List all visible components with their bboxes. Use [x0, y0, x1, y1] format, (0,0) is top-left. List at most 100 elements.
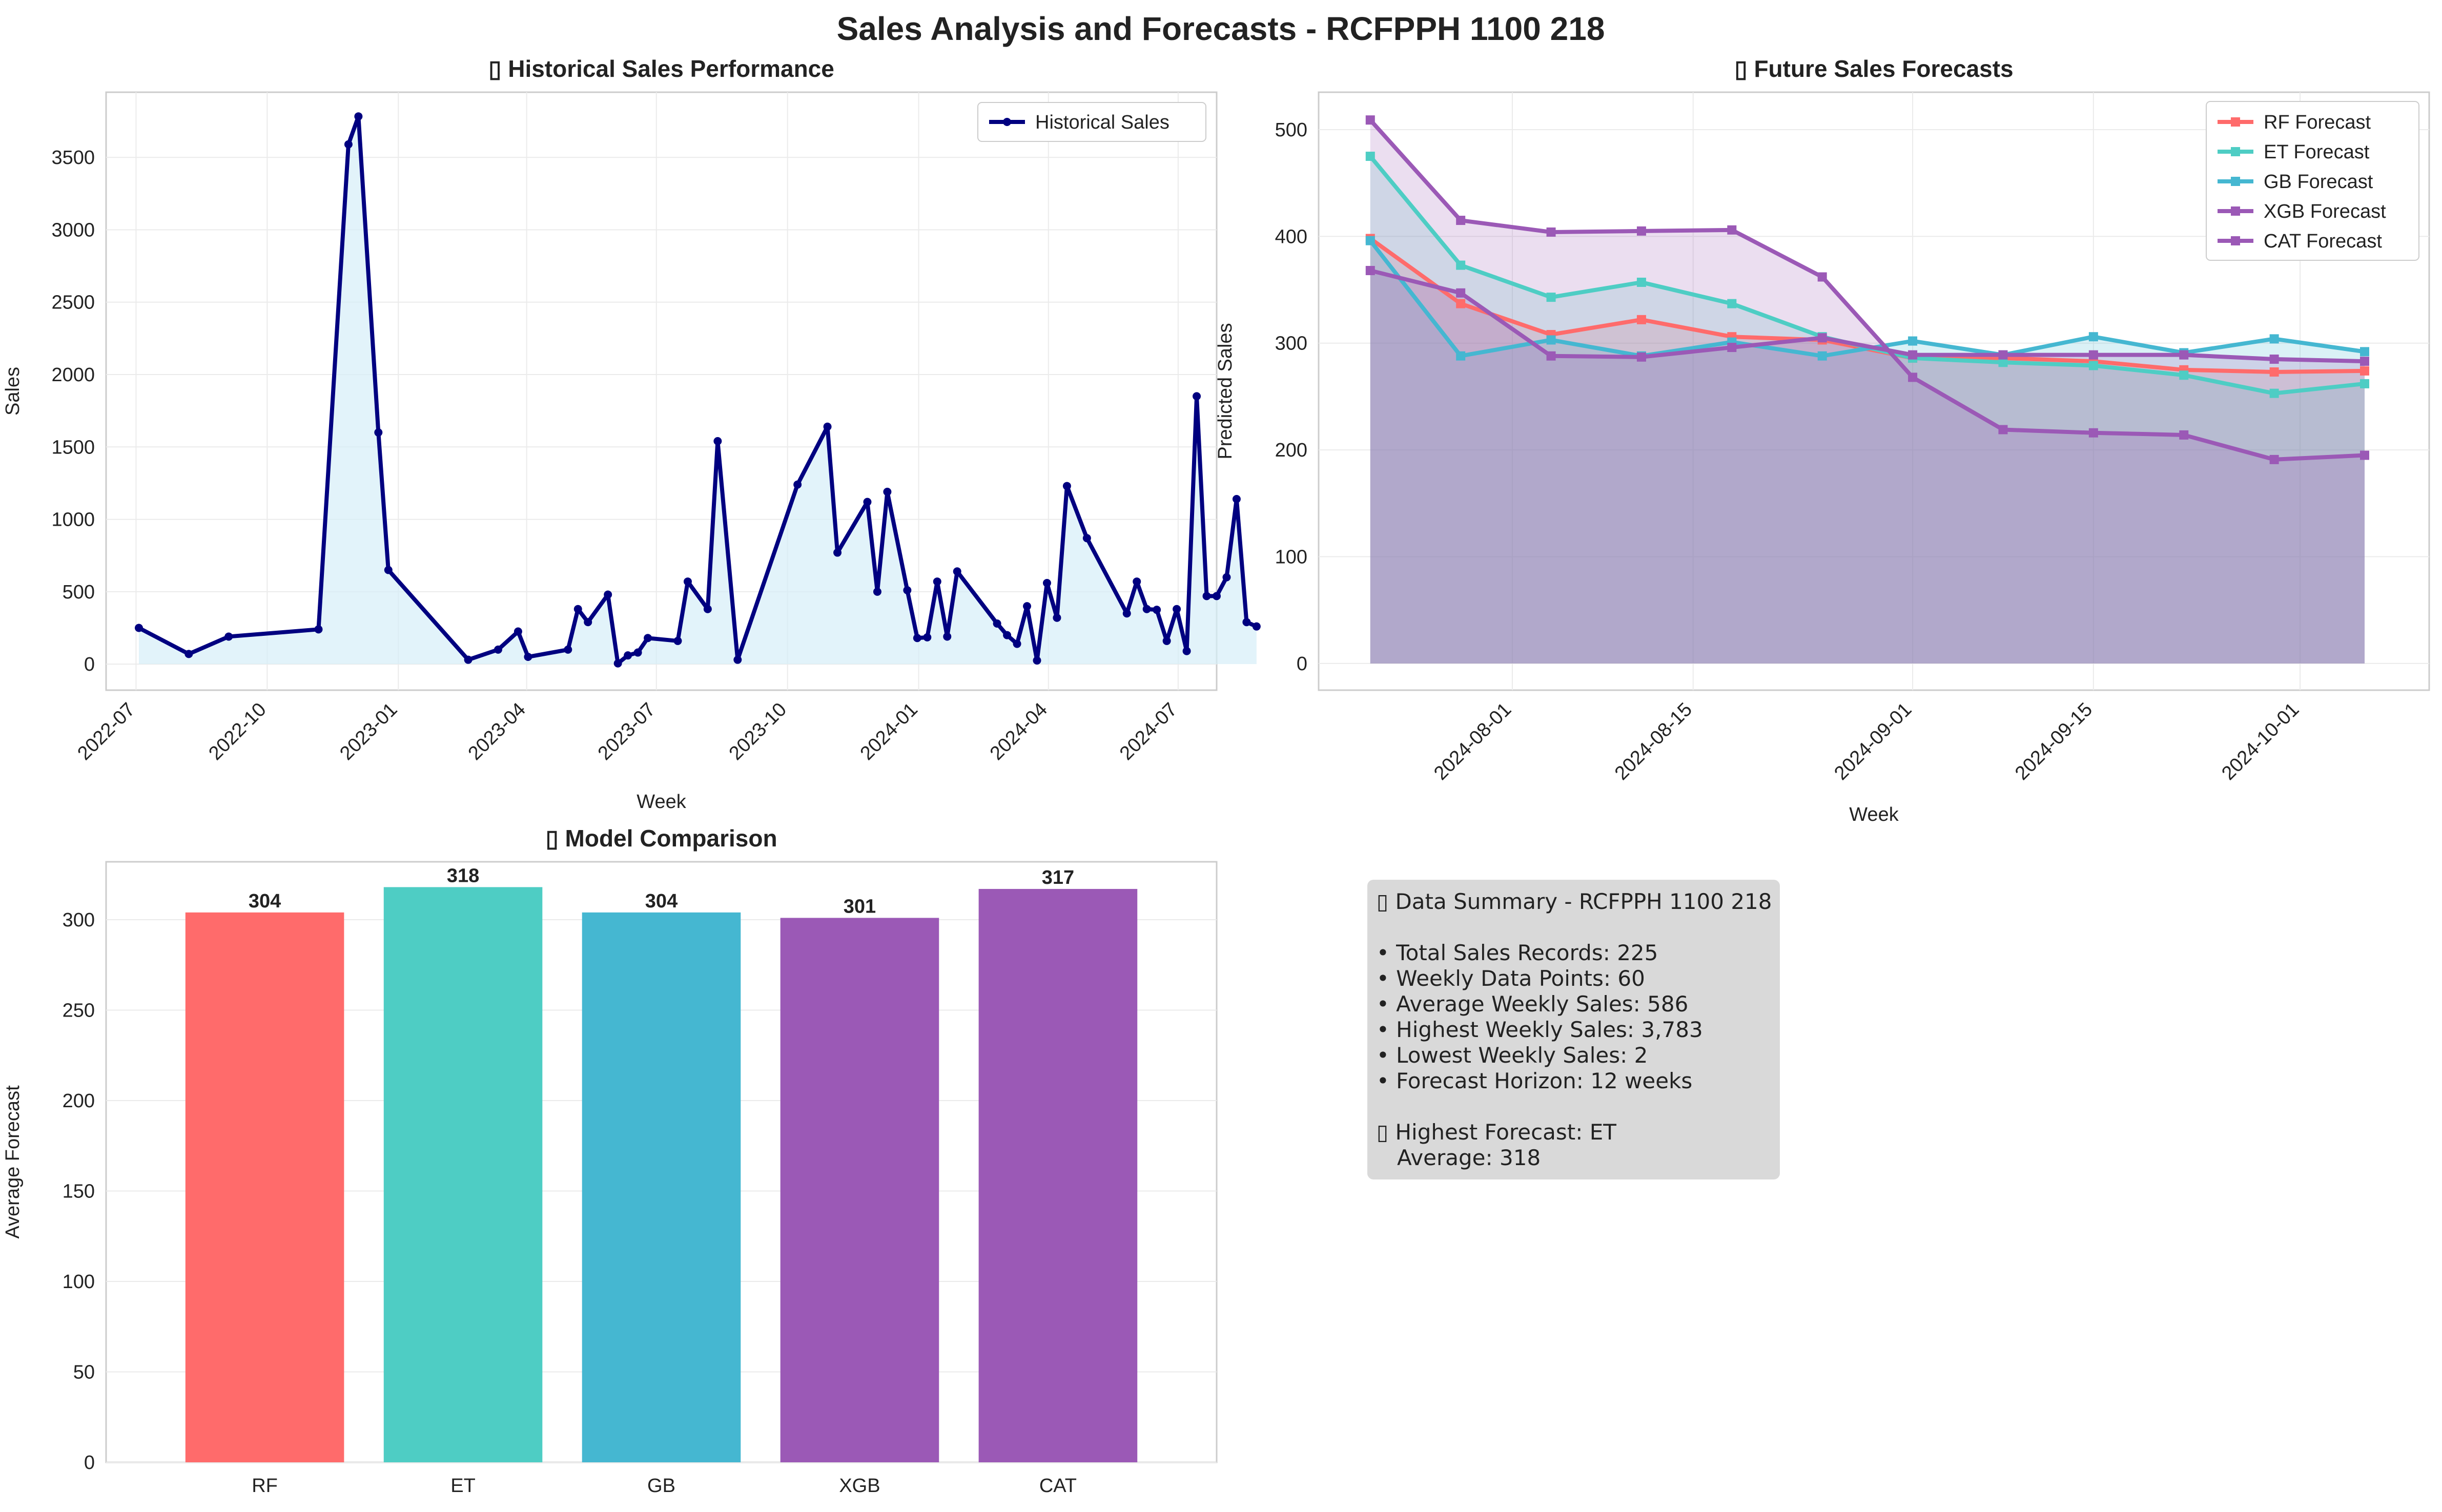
summary-line: • Highest Weekly Sales: 3,783 [1377, 1017, 1703, 1042]
x-tick-label: 2022-10 [204, 699, 270, 764]
model-comparison-title: ▯ Model Comparison [545, 825, 777, 852]
forecast-point [1546, 227, 1556, 237]
bar-value-label: 317 [1042, 867, 1074, 888]
forecast-point [1365, 236, 1375, 245]
y-tick-label: 500 [1275, 119, 1307, 141]
forecast-point [1365, 115, 1375, 125]
legend-marker [2231, 117, 2240, 127]
y-tick-label: 150 [63, 1180, 95, 1202]
forecast-point [2179, 350, 2189, 360]
historical-sales-point [613, 659, 622, 668]
forecast-point [1817, 351, 1827, 361]
historical-sales-point [1213, 592, 1221, 600]
historical-sales-point [354, 112, 363, 121]
bar-value-label: 318 [447, 865, 479, 886]
forecast-point [1998, 358, 2008, 367]
forecast-point [2269, 454, 2279, 464]
historical-sales-point [1222, 573, 1231, 582]
forecast-line [1369, 268, 2365, 364]
forecast-point [2179, 430, 2189, 440]
historical-sales-point [683, 577, 692, 586]
x-tick-label: 2024-07 [1116, 699, 1181, 764]
historical-sales-point [953, 567, 961, 576]
summary-title: ▯ Data Summary - RCFPPH 1100 218 [1377, 889, 1772, 914]
legend-marker [2231, 147, 2240, 156]
historical-sales-point [184, 650, 193, 658]
forecast-area [1370, 238, 2365, 664]
forecast-point [1456, 260, 1466, 270]
forecast-point [1456, 288, 1466, 298]
bar-value-label: 301 [844, 896, 876, 917]
x-tick-label: GB [647, 1475, 675, 1497]
forecast-point [2269, 367, 2279, 377]
historical-sales-point [524, 653, 532, 661]
historical-sales-point [624, 651, 632, 660]
y-tick-label: 0 [1297, 653, 1307, 675]
data-summary-box: ▯ Data Summary - RCFPPH 1100 218 • Total… [1367, 880, 1780, 1179]
historical-legend [977, 102, 1206, 142]
bar-gb [582, 912, 741, 1462]
forecast-point [1365, 152, 1375, 161]
summary-line: • Total Sales Records: 225 [1377, 940, 1658, 965]
historical-sales-point [923, 633, 932, 641]
historical-sales-point [703, 605, 712, 613]
summary-line: • Forecast Horizon: 12 weeks [1377, 1068, 1693, 1093]
legend-label: CAT Forecast [2264, 231, 2382, 252]
forecast-point [1908, 350, 1918, 360]
historical-sales-point [374, 428, 383, 437]
forecast-point [1456, 351, 1466, 361]
historical-sales-point [494, 645, 502, 654]
historical-sales-point [1013, 639, 1021, 648]
historical-sales-point [1142, 605, 1151, 613]
historical-sales-point [344, 140, 353, 149]
historical-sales-point [1202, 592, 1211, 600]
historical-sales-point [1003, 631, 1012, 639]
legend-label: XGB Forecast [2264, 201, 2386, 222]
legend-label: RF Forecast [2264, 112, 2371, 133]
x-tick-label: 2024-09-15 [2011, 699, 2097, 784]
historical-sales-point [464, 655, 473, 664]
forecast-point [2088, 428, 2098, 438]
historical-sales-point [224, 632, 233, 641]
historical-sales-line [138, 114, 1258, 666]
historical-sales-point [1042, 578, 1051, 587]
legend-marker-historical-sales [1003, 118, 1011, 126]
summary-line: • Average Weekly Sales: 586 [1377, 991, 1689, 1017]
historical-sales-point [134, 624, 143, 632]
forecast-area [1370, 156, 2365, 664]
y-tick-label: 400 [1275, 226, 1307, 247]
forecast-point [1908, 372, 1918, 382]
x-tick-label: 2022-07 [73, 699, 139, 764]
forecast-point [1727, 299, 1737, 308]
historical-sales-point [1242, 618, 1251, 627]
x-tick-label: XGB [839, 1475, 880, 1497]
historical-sales-point [1053, 613, 1061, 622]
x-tick-label: 2024-08-15 [1611, 699, 1696, 784]
historical-sales-point [823, 422, 832, 431]
y-tick-label: 250 [63, 1000, 95, 1021]
forecast-point [2360, 450, 2370, 460]
historical-sales-point [833, 548, 842, 557]
forecast-point [2179, 370, 2189, 380]
forecast-legend [2206, 101, 2419, 261]
historical-sales-point [1082, 534, 1091, 543]
y-axis-label: Average Forecast [2, 1085, 24, 1239]
y-tick-label: 300 [1275, 333, 1307, 355]
historical-sales-point [314, 625, 323, 634]
forecast-point [2269, 334, 2279, 344]
forecast-point [1546, 335, 1556, 345]
historical-sales-point [1062, 482, 1071, 490]
bar-value-label: 304 [249, 890, 281, 912]
y-tick-label: 50 [73, 1361, 95, 1383]
x-tick-label: 2024-10-01 [2218, 699, 2303, 784]
forecast-point [1456, 216, 1466, 225]
forecast-point [2360, 366, 2370, 376]
x-tick-label: 2024-04 [986, 699, 1052, 764]
historical-sales-point [993, 619, 1001, 628]
forecast-point [2360, 357, 2370, 366]
y-tick-label: 100 [63, 1271, 95, 1293]
forecast-point [1636, 277, 1646, 287]
historical-sales-point [1153, 606, 1161, 614]
y-tick-label: 1500 [51, 437, 95, 458]
y-tick-label: 300 [63, 909, 95, 931]
